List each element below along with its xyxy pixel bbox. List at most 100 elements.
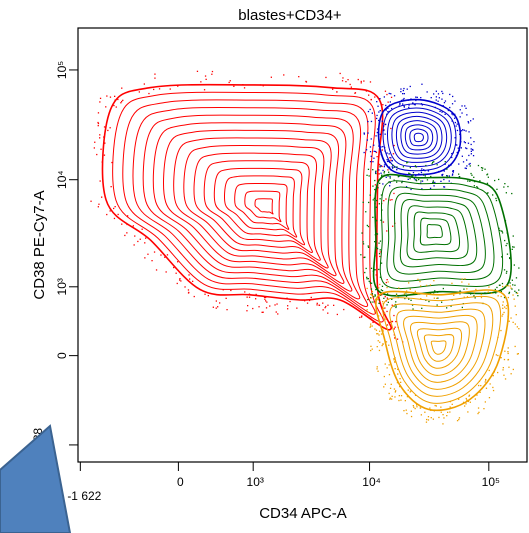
contour-line	[112, 91, 384, 323]
event-dot	[429, 284, 432, 286]
event-dot	[435, 99, 437, 101]
event-dot	[449, 411, 451, 413]
event-dot	[219, 302, 221, 304]
event-dot	[357, 78, 359, 81]
event-dot	[433, 297, 435, 299]
event-dot	[325, 305, 327, 308]
event-dot	[451, 282, 453, 284]
event-dot	[382, 301, 384, 303]
event-dot	[454, 100, 456, 102]
event-dot	[446, 175, 448, 177]
event-dot	[430, 417, 432, 419]
event-dot	[367, 278, 369, 280]
event-dot	[467, 411, 469, 413]
event-dot	[514, 323, 516, 325]
event-dot	[376, 246, 378, 249]
event-dot	[370, 325, 372, 327]
event-dot	[215, 307, 217, 309]
event-dot	[372, 161, 374, 163]
event-dot	[364, 271, 366, 274]
event-dot	[414, 179, 417, 181]
event-dot	[372, 185, 374, 187]
event-dot	[412, 405, 414, 407]
event-dot	[390, 159, 392, 161]
event-dot	[100, 148, 102, 150]
event-dot	[421, 168, 423, 170]
contour-line	[391, 111, 448, 163]
event-dot	[394, 326, 396, 328]
event-dot	[374, 269, 376, 271]
event-dot	[386, 367, 388, 369]
contour-line	[387, 107, 452, 168]
event-dot	[456, 144, 458, 146]
event-dot	[370, 282, 373, 284]
event-dot	[382, 104, 384, 106]
event-dot	[383, 375, 385, 378]
y-tick-label: 0	[55, 352, 69, 359]
event-dot	[204, 75, 207, 77]
event-dot	[376, 248, 379, 250]
event-dot	[469, 401, 471, 403]
event-dot	[179, 278, 181, 280]
event-dot	[408, 282, 410, 284]
event-dot	[454, 137, 456, 139]
event-dot	[504, 378, 507, 380]
event-dot	[455, 144, 457, 146]
event-dot	[345, 81, 347, 83]
event-dot	[173, 266, 175, 269]
contour-line	[396, 308, 486, 390]
event-dot	[113, 207, 115, 210]
event-dot	[333, 304, 335, 306]
event-dot	[492, 194, 494, 196]
event-dot	[488, 369, 490, 372]
event-dot	[473, 141, 475, 143]
event-dot	[415, 96, 417, 98]
event-dot	[192, 280, 194, 282]
event-dot	[452, 170, 454, 172]
population-contour	[375, 289, 510, 412]
event-dot	[480, 293, 482, 296]
event-dot	[372, 216, 374, 218]
event-dot	[473, 176, 475, 178]
event-dot	[456, 420, 459, 422]
population-contour	[377, 98, 462, 176]
event-dot	[468, 394, 471, 396]
event-dot	[367, 132, 369, 134]
event-dot	[382, 327, 385, 330]
event-dot	[373, 296, 375, 298]
event-dot	[359, 316, 361, 319]
contour-line	[399, 198, 478, 268]
event-dot	[447, 411, 449, 413]
event-dot	[513, 298, 515, 300]
event-dot	[336, 91, 338, 93]
event-dot	[365, 149, 368, 151]
event-dot	[424, 411, 426, 413]
event-dot	[387, 107, 389, 109]
x-tick-label: 0	[177, 475, 184, 489]
event-dot	[468, 163, 470, 165]
event-dot	[442, 414, 444, 416]
event-dot	[438, 416, 440, 419]
event-dot	[386, 93, 388, 96]
event-dot	[477, 187, 479, 189]
event-dot	[509, 257, 511, 260]
event-dot	[405, 186, 408, 188]
event-dot	[414, 290, 416, 292]
contour-line	[395, 115, 443, 159]
event-dot	[114, 206, 116, 208]
event-dot	[246, 310, 248, 312]
event-dot	[376, 117, 378, 120]
event-dot	[466, 147, 468, 150]
event-dot	[389, 157, 391, 159]
event-dot	[380, 165, 382, 167]
event-dot	[322, 302, 324, 304]
event-dot	[363, 132, 365, 134]
event-dot	[500, 295, 502, 298]
event-dot	[386, 286, 388, 289]
event-dot	[363, 151, 365, 154]
event-dot	[374, 295, 376, 297]
event-dot	[470, 143, 472, 146]
event-dot	[383, 386, 385, 388]
event-dot	[512, 284, 514, 286]
